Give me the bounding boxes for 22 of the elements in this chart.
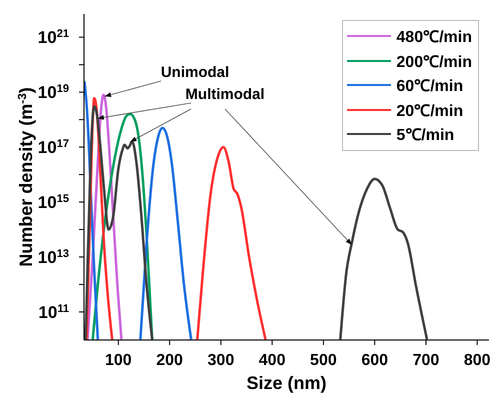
annotation: Multimodal <box>185 86 265 103</box>
x-tick-label: 700 <box>412 352 440 369</box>
x-tick-label: 600 <box>361 352 388 369</box>
x-tick-label: 400 <box>258 352 286 369</box>
x-tick-label: 800 <box>464 352 491 369</box>
legend-label: 20℃/min <box>396 102 464 121</box>
y-tick-label: 10$^{15}$ <box>38 193 69 212</box>
x-tick-label: 300 <box>208 352 234 369</box>
x-tick-label: 200 <box>156 352 184 369</box>
legend-label: 200℃/min <box>396 52 472 72</box>
x-axis-title: Size (nm) <box>246 373 327 393</box>
y-tick-label: 10$^{13}$ <box>38 248 69 267</box>
y-tick-label: 10$^{17}$ <box>38 138 69 158</box>
y-tick-label: 10$^{21}$ <box>38 28 69 48</box>
annotation: Unimodal <box>160 64 230 81</box>
y-tick-label: 10$^{19}$ <box>38 83 69 102</box>
x-tick-label: 100 <box>104 352 132 369</box>
x-tick-label: 500 <box>310 352 337 369</box>
legend-label: 480℃/min <box>396 28 472 48</box>
y-tick-label: 10$^{11}$ <box>38 302 69 322</box>
legend-label: 60℃/min <box>396 77 464 96</box>
legend-label: 5℃/min <box>396 126 454 146</box>
